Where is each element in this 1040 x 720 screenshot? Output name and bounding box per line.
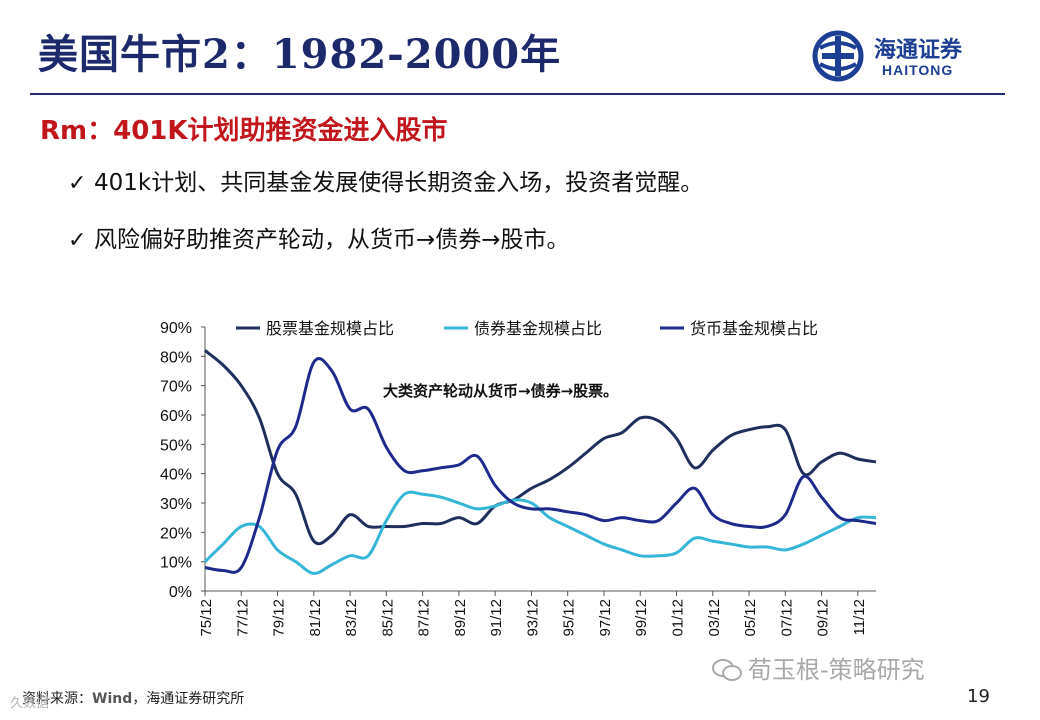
x-tick-label: 09/12 xyxy=(815,599,832,637)
x-tick-label: 83/12 xyxy=(343,599,360,637)
x-tick-label: 93/12 xyxy=(524,599,541,637)
x-tick-label: 81/12 xyxy=(307,599,324,637)
x-tick-label: 07/12 xyxy=(778,599,795,637)
bullet-item-1: ✓ 401k计划、共同基金发展使得长期资金入场，投资者觉醒。 xyxy=(68,163,703,197)
y-tick-label: 20% xyxy=(160,525,192,542)
slide-subtitle: Rm：401K计划助推资金进入股市 xyxy=(40,116,448,146)
bullet-text-2: 风险偏好助推资产轮动，从货币→债券→股市。 xyxy=(94,227,570,253)
x-tick-label: 01/12 xyxy=(670,599,687,637)
series-line-3 xyxy=(204,357,877,574)
source-prefix: 资料来源： xyxy=(22,691,92,707)
source-wind: Wind xyxy=(92,691,133,707)
x-tick-label: 11/12 xyxy=(851,599,868,635)
x-tick-label: 85/12 xyxy=(379,599,396,637)
y-tick-label: 50% xyxy=(160,437,192,454)
x-tick-label: 91/12 xyxy=(488,599,505,637)
watermark-text: 荀玉根-策略研究 xyxy=(748,656,925,684)
corner-watermark: 久数据 xyxy=(10,696,50,711)
check-icon: ✓ xyxy=(68,228,87,253)
y-tick-label: 70% xyxy=(160,379,192,396)
wechat-icon xyxy=(712,659,742,681)
y-tick-label: 30% xyxy=(160,496,192,513)
source-suffix: ，海通证券研究所 xyxy=(132,691,245,707)
y-tick-label: 60% xyxy=(160,408,192,425)
bullet-text-1: 401k计划、共同基金发展使得长期资金入场，投资者觉醒。 xyxy=(94,170,704,196)
page-title: 美国牛市2：1982-2000年 xyxy=(38,31,562,78)
logo-text-en: HAITONG xyxy=(882,62,954,78)
haitong-logo: 海通证券 HAITONG xyxy=(812,30,1012,82)
haitong-emblem-icon xyxy=(812,30,864,82)
bullet-item-2: ✓ 风险偏好助推资产轮动，从货币→债券→股市。 xyxy=(68,220,570,254)
x-tick-label: 97/12 xyxy=(597,599,614,637)
legend-label-3: 货币基金规模占比 xyxy=(690,319,818,338)
chart-annotation: 大类资产轮动从货币→债券→股票。 xyxy=(383,382,618,400)
x-tick-label: 95/12 xyxy=(561,599,578,637)
check-icon: ✓ xyxy=(68,171,87,196)
watermark: 荀玉根-策略研究 xyxy=(712,650,925,685)
series-line-2 xyxy=(203,490,877,575)
x-tick-label: 05/12 xyxy=(742,599,759,637)
y-tick-label: 80% xyxy=(160,349,192,366)
header-divider xyxy=(30,93,1005,95)
x-tick-label: 79/12 xyxy=(271,599,288,637)
x-tick-label: 87/12 xyxy=(416,599,433,637)
y-tick-label: 10% xyxy=(160,555,192,572)
x-tick-label: 03/12 xyxy=(706,599,723,637)
legend-label-2: 债券基金规模占比 xyxy=(474,319,602,338)
page-number: 19 xyxy=(967,686,990,707)
source-note: 资料来源：Wind，海通证券研究所 xyxy=(22,688,244,708)
logo-text-cn: 海通证券 xyxy=(874,37,963,63)
x-tick-label: 77/12 xyxy=(234,599,251,637)
y-tick-label: 90% xyxy=(160,320,192,337)
x-tick-label: 89/12 xyxy=(452,599,469,637)
x-tick-label: 75/12 xyxy=(198,599,215,637)
y-tick-label: 40% xyxy=(160,467,192,484)
x-tick-label: 99/12 xyxy=(633,599,650,637)
series-line-1 xyxy=(204,349,877,546)
legend-label-1: 股票基金规模占比 xyxy=(266,319,394,338)
y-tick-label: 0% xyxy=(169,584,192,601)
